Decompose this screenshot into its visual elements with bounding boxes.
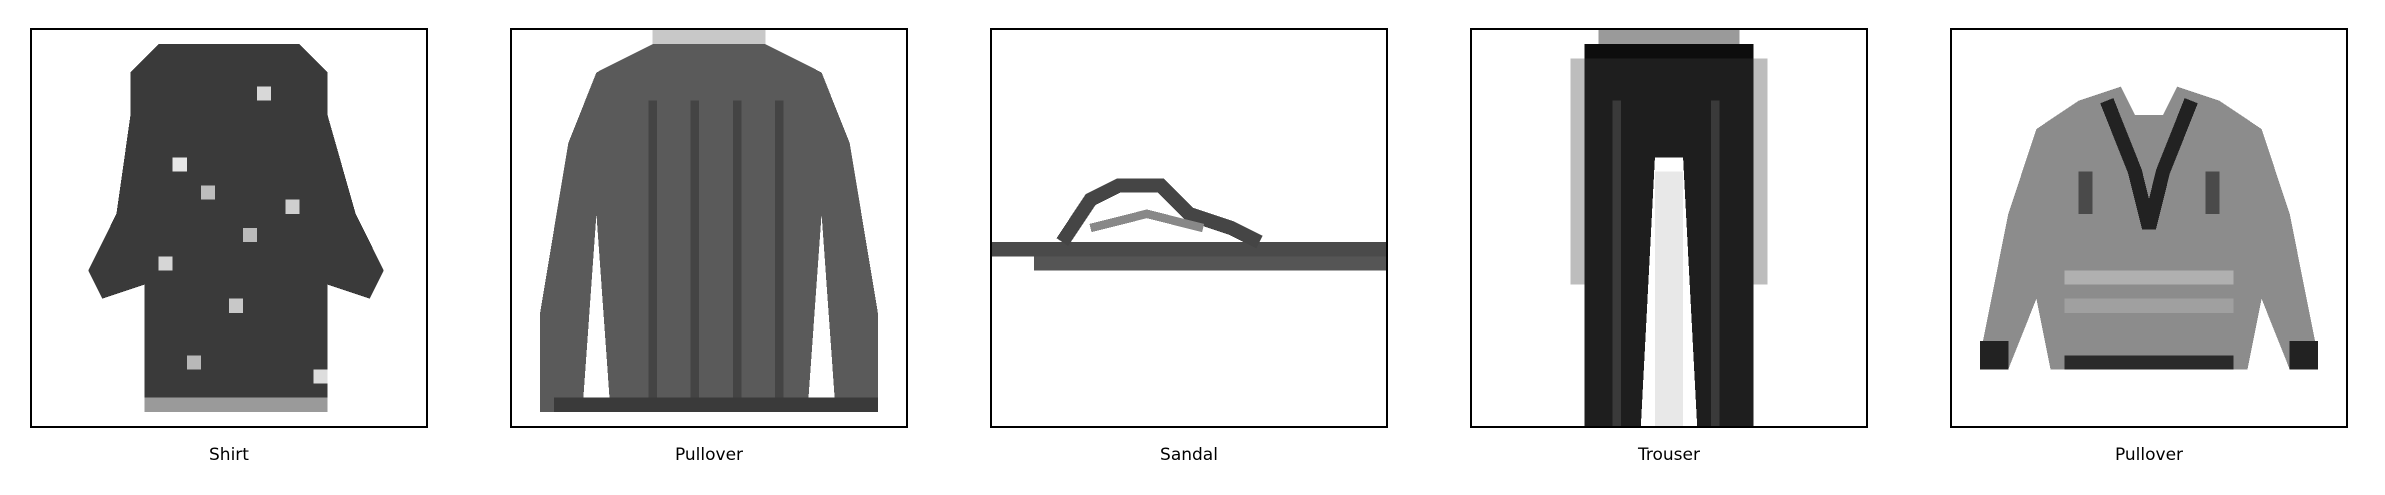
- image-label-4: Trouser: [1638, 445, 1700, 465]
- trouser-icon: [1472, 30, 1866, 426]
- sandal-icon: [992, 30, 1386, 426]
- image-panel-2: [510, 28, 908, 428]
- image-panel-3: [990, 28, 1388, 428]
- image-label-3: Sandal: [1160, 445, 1218, 465]
- image-label-5: Pullover: [2114, 445, 2184, 465]
- image-panel-4: [1470, 28, 1868, 428]
- image-panel-5: [1950, 28, 2348, 428]
- image-label-1: Shirt: [209, 445, 249, 465]
- shirt-icon: [32, 30, 426, 426]
- image-label-2: Pullover: [674, 445, 744, 465]
- pullover-icon: [1952, 30, 2346, 426]
- image-panel-1: [30, 28, 428, 428]
- pullover-icon: [512, 30, 906, 426]
